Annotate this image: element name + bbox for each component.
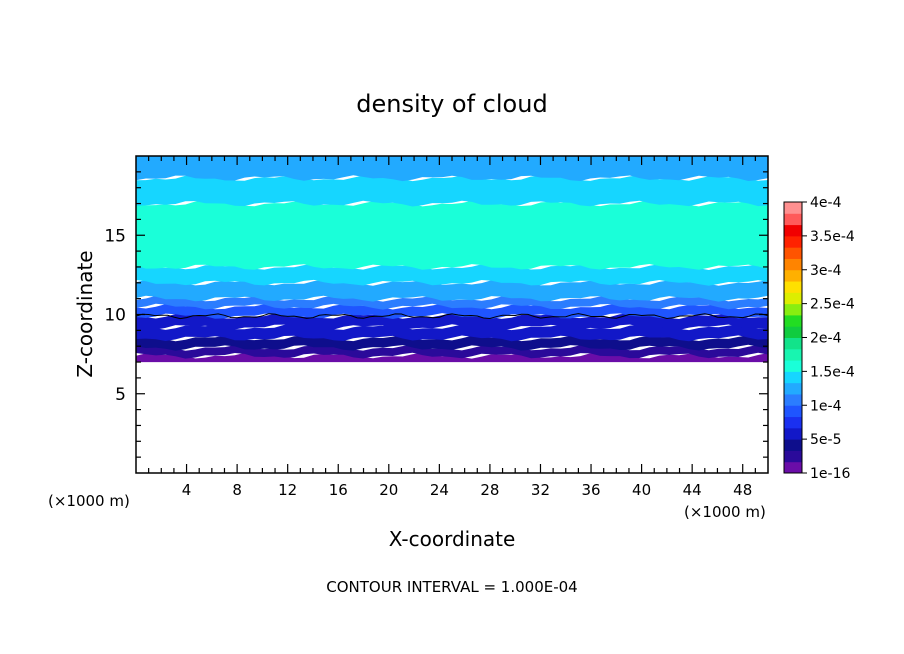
y-axis-label: Z-coordinate <box>73 250 97 377</box>
colorbar-swatch <box>784 393 802 406</box>
x-tick-label: 28 <box>480 481 499 499</box>
colorbar-swatch <box>784 461 802 474</box>
contour-band <box>136 324 768 342</box>
colorbar-swatch <box>784 213 802 226</box>
colorbar-tick-label: 5e-5 <box>810 432 841 448</box>
y-tick-label: 15 <box>104 226 126 246</box>
x-tick-label: 48 <box>733 481 752 499</box>
colorbar-swatch <box>784 269 802 282</box>
colorbar-tick-label: 1e-16 <box>810 466 850 482</box>
contour-band <box>136 156 768 182</box>
colorbar-swatch <box>784 247 802 259</box>
colorbar-swatch <box>784 235 802 248</box>
colorbar-swatch <box>784 224 802 237</box>
x-tick-label: 20 <box>379 481 398 499</box>
x-unit-right: (×1000 m) <box>684 503 766 521</box>
colorbar-swatch <box>784 416 802 429</box>
colorbar-tick-label: 1e-4 <box>810 398 842 414</box>
colorbar-swatch <box>784 348 802 361</box>
x-tick-label: 12 <box>278 481 297 499</box>
colorbar-swatch <box>784 314 802 327</box>
contour-band <box>136 200 768 270</box>
colorbar-swatch <box>784 292 802 305</box>
contour-band <box>136 279 768 302</box>
x-tick-label: 36 <box>581 481 600 499</box>
plot-area <box>135 155 769 474</box>
colorbar-swatch <box>784 281 802 293</box>
chart-title: density of cloud <box>356 90 547 118</box>
contour-band <box>136 295 768 310</box>
colorbar-swatch <box>784 360 802 372</box>
colorbar-tick-label: 3e-4 <box>810 263 842 279</box>
colorbar-swatch <box>784 371 802 384</box>
colorbar-legend: 1e-16 5e-5 1e-4 1.5e-4 2e-4 2.5e-4 3e-4 3.5e-4 4… <box>783 195 855 482</box>
contour-band <box>136 352 768 363</box>
colorbar-swatch <box>784 382 802 395</box>
contour-band <box>136 303 768 319</box>
x-axis: 4 8 12 16 20 24 28 32 36 40 44 48 <box>148 156 756 499</box>
colorbar-tick-label: 1.5e-4 <box>810 364 855 380</box>
y-axis: 5 10 15 <box>104 171 768 458</box>
contour-interval-note: CONTOUR INTERVAL = 1.000E-04 <box>326 578 577 596</box>
x-tick-label: 8 <box>232 481 242 499</box>
y-tick-label: 5 <box>115 385 126 405</box>
x-tick-label: 32 <box>531 481 550 499</box>
contour-band <box>136 264 768 286</box>
colorbar-swatch <box>784 258 802 271</box>
x-unit-left: (×1000 m) <box>48 492 130 510</box>
colorbar-tick-label: 3.5e-4 <box>810 229 855 245</box>
colorbar-swatch <box>784 202 802 214</box>
colorbar-swatch <box>784 450 802 463</box>
x-tick-label: 44 <box>683 481 702 499</box>
colorbar-tick-label: 2.5e-4 <box>810 297 855 313</box>
x-tick-label: 16 <box>329 481 348 499</box>
colorbar-swatch <box>784 439 802 451</box>
contour-band <box>136 175 768 207</box>
colorbar-swatch <box>784 326 802 338</box>
contour-line <box>135 313 769 320</box>
x-tick-label: 24 <box>430 481 449 499</box>
colorbar-swatch <box>784 427 802 440</box>
colorbar-swatch <box>784 337 802 350</box>
x-tick-label: 40 <box>632 481 651 499</box>
colorbar-tick-label: 4e-4 <box>810 195 842 211</box>
colorbar-swatch <box>784 303 802 316</box>
y-tick-label: 10 <box>104 306 126 326</box>
colorbar-swatch <box>784 405 802 418</box>
x-tick-label: 4 <box>182 481 192 499</box>
colorbar-tick-label: 2e-4 <box>810 331 842 347</box>
x-axis-label: X-coordinate <box>389 527 516 551</box>
